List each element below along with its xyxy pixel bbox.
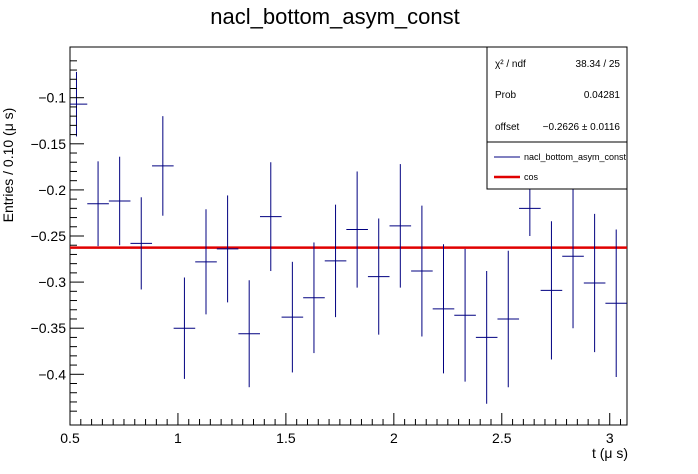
data-point bbox=[605, 229, 627, 378]
data-point bbox=[583, 213, 606, 353]
stat-prob-value: 0.04281 bbox=[584, 90, 621, 101]
y-tick-label: −0.35 bbox=[31, 320, 67, 336]
y-tick-label: −0.2 bbox=[38, 182, 66, 198]
y-tick-label: −0.4 bbox=[38, 366, 66, 382]
stat-offset-label: offset bbox=[495, 122, 519, 133]
data-point bbox=[562, 184, 584, 329]
y-tick-label: −0.1 bbox=[38, 90, 66, 106]
stat-offset-value: −0.2626 ± 0.0116 bbox=[543, 122, 621, 133]
data-point bbox=[540, 221, 563, 360]
x-tick-label: 0.5 bbox=[60, 430, 80, 446]
data-point bbox=[87, 161, 109, 247]
data-point bbox=[411, 205, 433, 337]
data-point bbox=[70, 71, 88, 137]
x-tick-label: 1.5 bbox=[276, 430, 296, 446]
x-tick-label: 2 bbox=[390, 430, 398, 446]
data-point bbox=[432, 244, 455, 374]
data-point bbox=[238, 280, 260, 388]
data-point bbox=[454, 248, 476, 382]
stat-prob-label: Prob bbox=[495, 90, 517, 101]
stat-chi2-label: χ² / ndf bbox=[495, 59, 526, 70]
legend-data-label: nacl_bottom_asym_const bbox=[524, 152, 627, 162]
data-point bbox=[281, 261, 304, 373]
data-point bbox=[497, 250, 520, 388]
stats-box-frame bbox=[486, 46, 628, 190]
x-axis-label: t (μ s) bbox=[592, 445, 628, 461]
data-point bbox=[216, 195, 239, 303]
data-point bbox=[303, 242, 325, 354]
data-point bbox=[108, 156, 131, 246]
data-point bbox=[475, 271, 498, 404]
stats-box: χ² / ndf 38.34 / 25 Prob 0.04281 offset … bbox=[486, 46, 628, 190]
y-tick-label: −0.3 bbox=[38, 274, 66, 290]
data-point bbox=[324, 204, 347, 318]
chart-title: nacl_bottom_asym_const bbox=[210, 4, 459, 29]
data-point bbox=[152, 116, 174, 216]
stat-chi2-value: 38.34 / 25 bbox=[576, 59, 621, 70]
data-point bbox=[519, 180, 541, 236]
data-point bbox=[130, 197, 153, 290]
y-tick-label: −0.25 bbox=[31, 228, 67, 244]
data-points-layer bbox=[70, 71, 627, 404]
data-point bbox=[195, 209, 217, 315]
y-axis: −0.1 −0.15 −0.2 −0.25 −0.3 −0.35 −0.4 bbox=[31, 60, 84, 412]
x-tick-label: 1 bbox=[174, 430, 182, 446]
x-tick-label: 3 bbox=[606, 430, 614, 446]
legend-fit-label: cos bbox=[524, 172, 539, 182]
x-axis: 0.5 1 1.5 2 2.5 3 bbox=[60, 413, 622, 446]
data-point bbox=[389, 164, 412, 288]
y-tick-label: −0.15 bbox=[31, 136, 67, 152]
y-axis-label: Entries / 0.10 (μ s) bbox=[0, 108, 16, 223]
data-point bbox=[346, 171, 368, 288]
data-point bbox=[259, 162, 282, 272]
data-point bbox=[173, 277, 196, 379]
x-tick-label: 2.5 bbox=[492, 430, 512, 446]
data-point bbox=[367, 218, 390, 335]
